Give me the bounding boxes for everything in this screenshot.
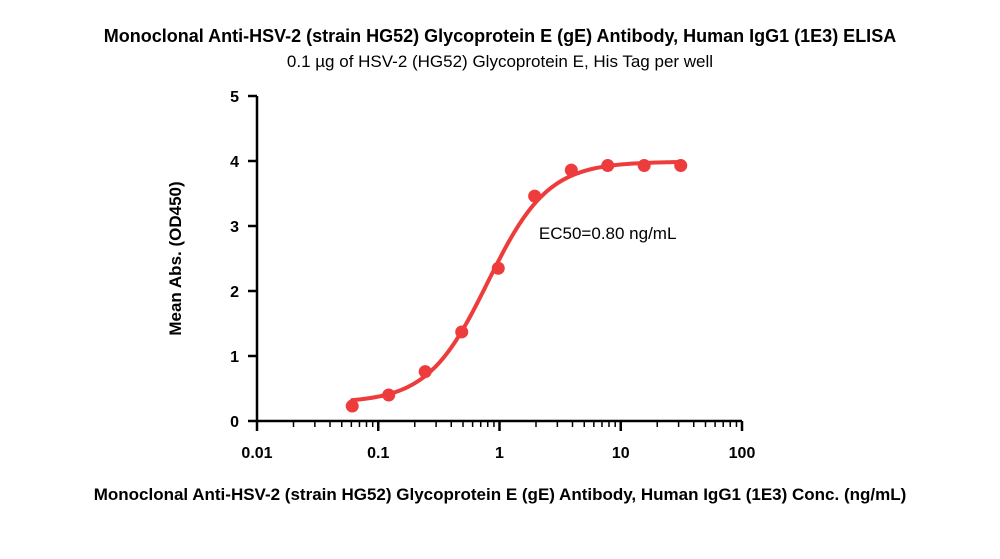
- ec50-annotation: EC50=0.80 ng/mL: [539, 224, 677, 243]
- data-point: [528, 189, 542, 203]
- fit-curve-layer: [350, 160, 683, 403]
- data-point: [491, 261, 505, 275]
- y-tick-label: 2: [230, 284, 239, 301]
- x-axis-title: Monoclonal Anti-HSV-2 (strain HG52) Glyc…: [94, 485, 907, 504]
- labels-layer: 0 1 2 3 4 5 0.01 0.1 1 10 100 Monoclonal Anti-HSV-2…: [94, 89, 907, 504]
- data-point: [564, 163, 578, 177]
- y-tick-label: 1: [230, 349, 239, 366]
- data-points-layer: [345, 159, 688, 413]
- fit-curve: [350, 160, 683, 403]
- x-tick-label: 1: [495, 445, 504, 462]
- y-tick-label: 3: [230, 219, 239, 236]
- y-tick-label: 0: [230, 414, 239, 431]
- y-tick-label: 4: [230, 154, 239, 171]
- data-point: [418, 365, 432, 379]
- data-point: [674, 159, 688, 173]
- data-point: [382, 388, 396, 402]
- chart-subtitle: 0.1 µg of HSV-2 (HG52) Glycoprotein E, H…: [286, 52, 714, 71]
- data-point: [345, 399, 359, 413]
- data-point: [455, 325, 469, 339]
- axes-group: [248, 94, 744, 431]
- x-tick-label: 100: [729, 445, 756, 462]
- x-tick-label: 0.01: [241, 445, 272, 462]
- y-tick-label: 5: [230, 89, 239, 106]
- chart-title: Monoclonal Anti-HSV-2 (strain HG52) Glyc…: [103, 26, 897, 46]
- x-tick-label: 10: [612, 445, 630, 462]
- data-point: [601, 159, 615, 173]
- y-axis-title: Mean Abs. (OD450): [166, 181, 185, 335]
- data-point: [637, 159, 651, 173]
- x-tick-label: 0.1: [367, 445, 389, 462]
